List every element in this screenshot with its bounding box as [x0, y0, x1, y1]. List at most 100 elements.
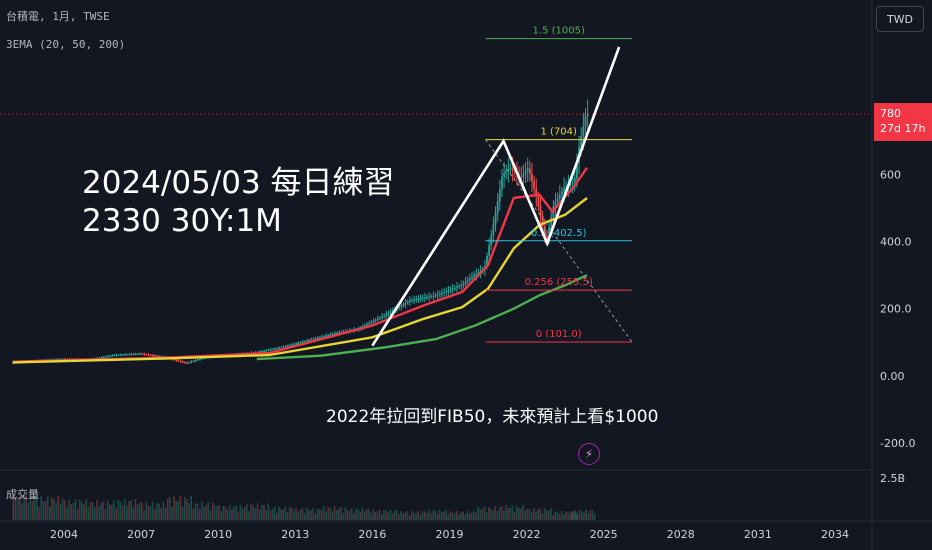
candle-body [190, 361, 193, 363]
lightning-icon[interactable]: ⚡ [578, 443, 600, 465]
candle-body [498, 189, 501, 202]
volume-bar [276, 512, 278, 520]
candle-body [473, 275, 476, 277]
candle-body [411, 299, 413, 301]
forecast-note[interactable]: 2022年拉回到FIB50，未來預計上看$1000 [326, 407, 659, 427]
volume-bar [329, 507, 332, 520]
candle-body [486, 255, 488, 267]
candle-body [550, 217, 553, 228]
volume-bar [554, 511, 557, 520]
volume-bar [194, 503, 197, 520]
volume-bar [522, 504, 524, 520]
volume-bar [117, 499, 120, 520]
volume-bar [106, 500, 109, 520]
volume-bar [537, 509, 539, 520]
volume-bar [134, 498, 137, 520]
volume-bar [571, 510, 574, 520]
volume-bar [393, 510, 396, 520]
volume-bar [389, 509, 392, 520]
volume-bar [518, 507, 520, 520]
volume-bar [235, 505, 237, 520]
volume-bar [59, 504, 62, 520]
candle-body [368, 323, 371, 325]
candle-body [184, 362, 186, 364]
volume-bar [563, 514, 565, 520]
candle-body [124, 354, 126, 356]
volume-bar [363, 511, 366, 520]
candle-body [524, 171, 527, 174]
candle-body [531, 173, 533, 182]
volume-bar [271, 508, 274, 520]
candle-body [456, 286, 458, 288]
volume-bar [490, 508, 492, 520]
title-annotation-2[interactable]: 2330 30Y:1M [82, 203, 282, 239]
volume-bar [196, 503, 199, 520]
candle-body [372, 321, 375, 323]
symbol-legend[interactable]: 台積電, 1月, TWSE [6, 10, 110, 23]
fib-level-label: 0 (101.0) [536, 329, 582, 340]
volume-bar [265, 509, 267, 520]
volume-bar [552, 514, 554, 520]
volume-bar [385, 511, 387, 520]
volume-bar [186, 499, 188, 520]
volume-bar [136, 504, 139, 520]
indicator-legend[interactable]: 3EMA (20, 50, 200) [6, 38, 126, 51]
volume-bar [100, 503, 103, 520]
volume-bar [331, 511, 334, 520]
volume-bar [258, 509, 261, 520]
volume-bar [102, 501, 105, 520]
title-annotation-1[interactable]: 2024/05/03 每日練習 [82, 165, 395, 201]
volume-bar [378, 509, 381, 520]
candle-body [494, 213, 497, 225]
candle-body [134, 353, 137, 355]
fibonacci-retracement[interactable]: 1.5 (1005) 1 (704) 0.5 (402.5) 0.256 (255.5… [485, 26, 633, 343]
candle-body [584, 116, 587, 127]
candle-body [143, 354, 146, 356]
volume-bar [591, 510, 594, 520]
volume-bar [246, 503, 248, 520]
volume-bar [500, 505, 503, 520]
volume-bar [368, 508, 370, 520]
candle-body [496, 201, 499, 214]
volume-bar [119, 501, 122, 520]
volume-bar [539, 508, 542, 520]
drawn-zigzag-path[interactable] [371, 46, 621, 347]
volume-bar [46, 496, 49, 520]
volume-bar [570, 511, 572, 520]
volume-bar [224, 506, 227, 520]
volume-bar [218, 504, 220, 520]
ema-line-ema-50 [12, 197, 588, 364]
volume-bar [344, 506, 347, 520]
candle-body [391, 310, 394, 312]
volume-bar [55, 503, 58, 520]
candle-body [408, 300, 411, 302]
volume-bar [589, 510, 592, 520]
candle-body [147, 354, 150, 356]
candle-body [100, 357, 103, 359]
candle-body [199, 358, 201, 360]
candle-body [102, 356, 105, 358]
volume-bar [485, 512, 488, 520]
candle-body [571, 182, 574, 184]
volume-bar [89, 501, 92, 520]
volume-bar [370, 513, 372, 520]
ema-lines [12, 167, 588, 364]
bar-countdown: 27d 17h [880, 122, 926, 135]
candle-body [194, 360, 197, 362]
candle-body [471, 276, 473, 279]
candle-body [321, 336, 323, 338]
currency-button[interactable]: TWD [876, 6, 924, 32]
volume-bar [250, 504, 252, 520]
volume-bar [569, 514, 572, 520]
candle-body [263, 350, 266, 352]
volume-bar [295, 507, 297, 520]
candle-body [280, 347, 283, 349]
volume-bar [327, 507, 330, 520]
candle-body [509, 168, 512, 170]
x-tick-label: 2013 [281, 528, 309, 541]
candle-body [293, 343, 296, 345]
volume-bar [404, 512, 407, 520]
volume-bar [198, 508, 201, 520]
volume-bar [273, 506, 276, 520]
